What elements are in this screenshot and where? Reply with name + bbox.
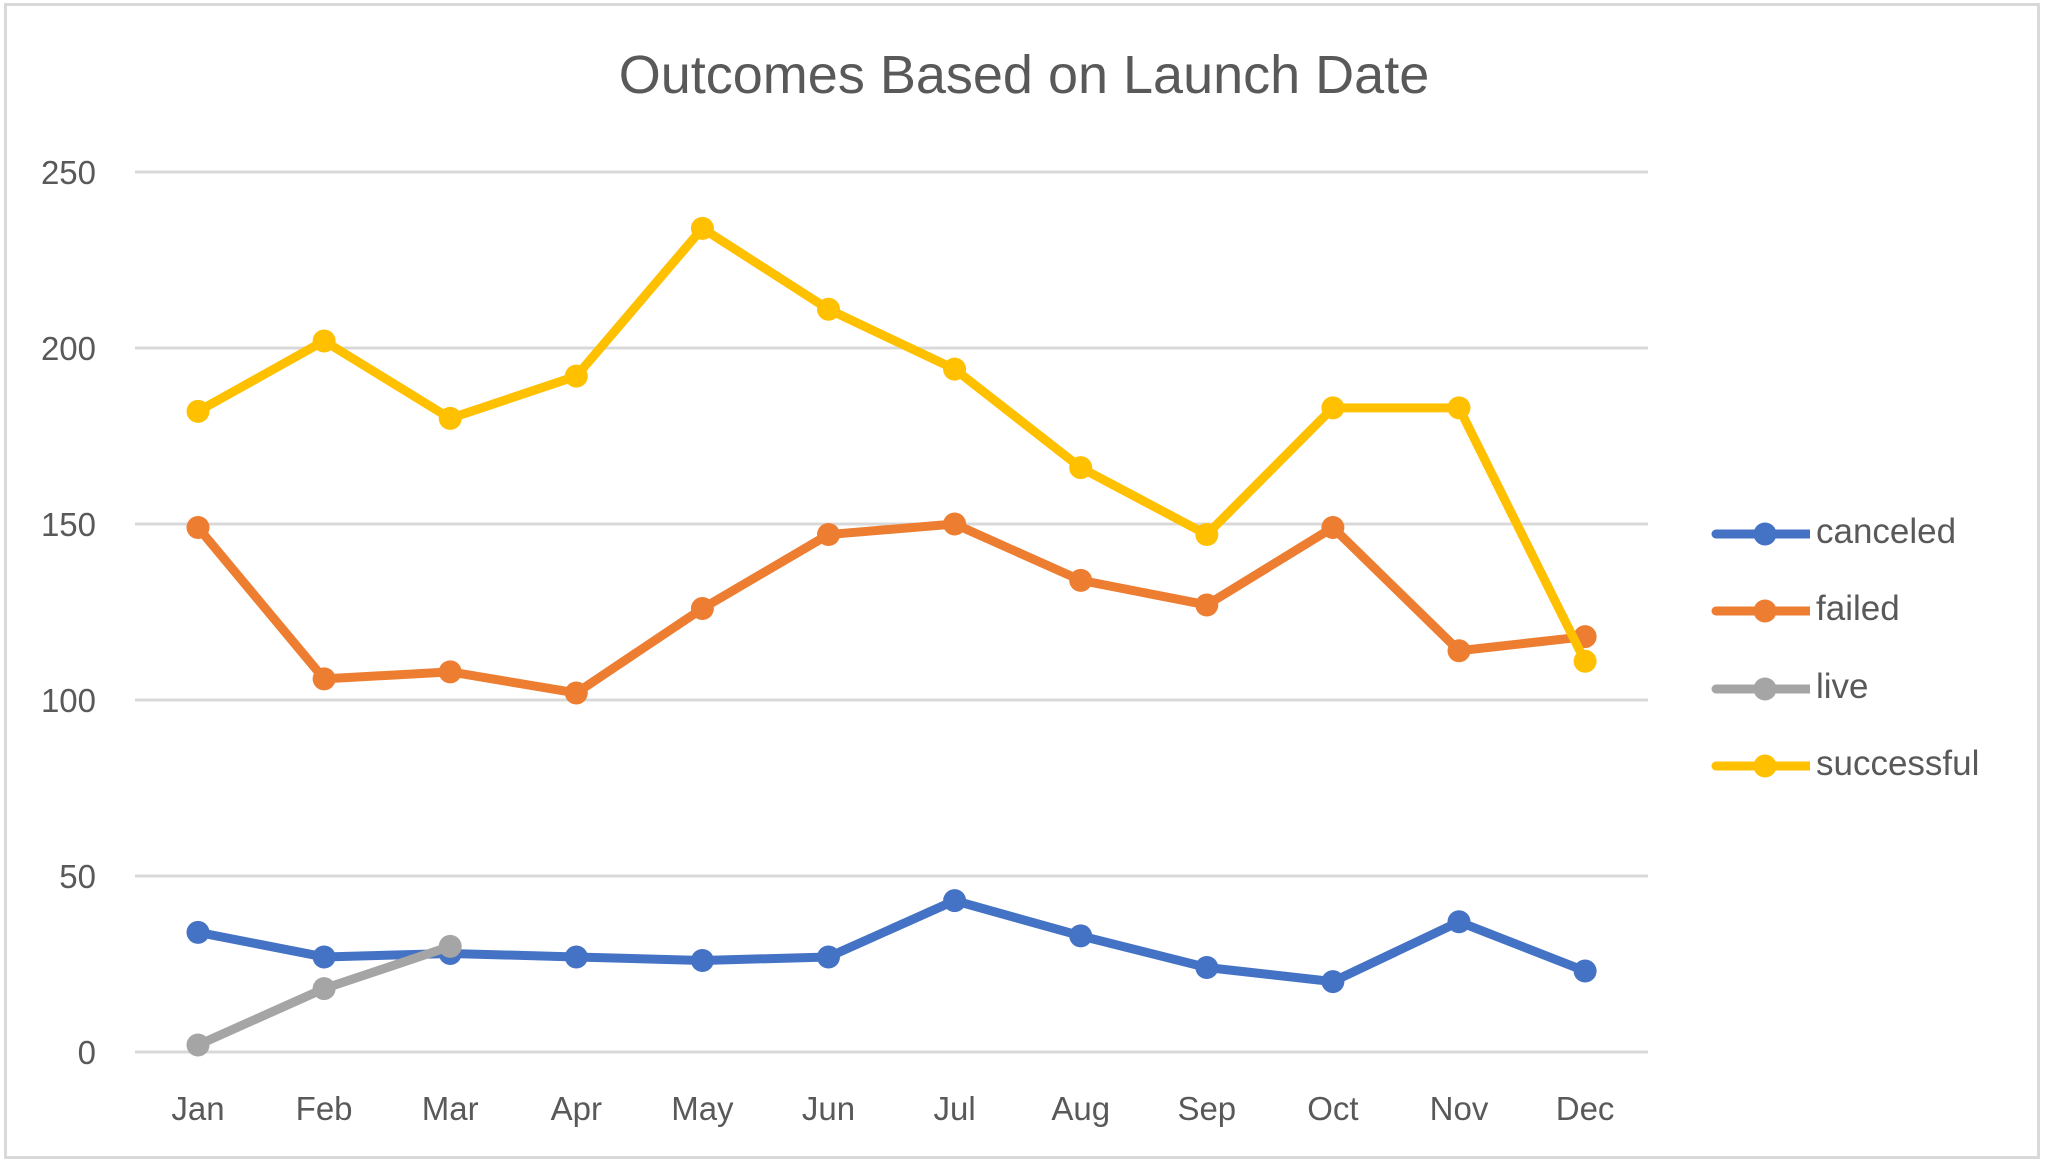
legend-line-marker-icon — [1711, 677, 1810, 701]
y-tick-label: 200 — [41, 330, 96, 367]
data-point-marker[interactable] — [1195, 593, 1219, 617]
x-tick-label: Jun — [802, 1090, 855, 1127]
data-point-marker[interactable] — [438, 660, 462, 684]
data-point-marker[interactable] — [1321, 396, 1345, 420]
x-tick-label: Oct — [1307, 1090, 1358, 1127]
x-axis-tick-labels: Jan Feb Mar Apr May Jun Jul Aug Sep Oct Nov Dec — [171, 1090, 1614, 1127]
legend-item-canceled[interactable]: canceled — [1710, 495, 1979, 573]
y-tick-label: 50 — [59, 858, 96, 895]
data-point-marker[interactable] — [1573, 959, 1597, 983]
legend-label: failed — [1816, 589, 1900, 629]
data-point-marker[interactable] — [1321, 970, 1345, 994]
legend-line-marker-icon — [1711, 599, 1810, 623]
data-point-marker[interactable] — [690, 596, 714, 620]
data-point-marker[interactable] — [564, 681, 588, 705]
data-point-marker[interactable] — [943, 512, 967, 536]
chart-title: Outcomes Based on Launch Date — [618, 45, 1430, 105]
data-point-marker[interactable] — [690, 948, 714, 972]
data-point-marker[interactable] — [186, 1033, 210, 1057]
data-point-marker[interactable] — [1195, 523, 1219, 547]
data-point-marker[interactable] — [1447, 910, 1471, 934]
series-failed[interactable] — [186, 512, 1597, 705]
x-tick-label: May — [671, 1090, 734, 1127]
chart-area[interactable] — [4, 3, 2040, 1159]
x-tick-label: Jul — [934, 1090, 976, 1127]
data-point-marker[interactable] — [438, 934, 462, 958]
data-point-marker[interactable] — [312, 945, 336, 969]
data-point-marker[interactable] — [1573, 649, 1597, 673]
legend-label: canceled — [1816, 511, 1957, 551]
gridlines — [135, 170, 1648, 1054]
data-point-marker[interactable] — [186, 516, 210, 540]
x-tick-label: Apr — [551, 1090, 602, 1127]
series-line — [193, 223, 1590, 666]
legend-line-marker-icon — [1711, 522, 1810, 546]
data-point-marker[interactable] — [312, 329, 336, 353]
y-tick-label: 250 — [41, 154, 96, 191]
data-point-marker[interactable] — [564, 945, 588, 969]
data-point-marker[interactable] — [943, 357, 967, 381]
x-tick-label: Mar — [422, 1090, 479, 1127]
x-tick-label: Nov — [1430, 1090, 1489, 1127]
data-point-marker[interactable] — [564, 364, 588, 388]
data-point-marker[interactable] — [312, 977, 336, 1001]
legend-label: live — [1816, 666, 1869, 706]
y-tick-label: 100 — [41, 682, 96, 719]
legend[interactable]: canceled failed live successful — [1710, 495, 1979, 805]
data-point-marker[interactable] — [943, 889, 967, 913]
data-point-marker[interactable] — [1447, 639, 1471, 663]
data-point-marker[interactable] — [1321, 516, 1345, 540]
y-axis-tick-labels: 0 50 100 150 200 250 — [41, 154, 96, 1071]
series-line — [193, 519, 1590, 698]
legend-item-failed[interactable]: failed — [1710, 573, 1979, 651]
data-point-marker[interactable] — [186, 399, 210, 423]
series-layer — [186, 216, 1597, 1057]
data-point-marker[interactable] — [817, 523, 840, 547]
data-point-marker[interactable] — [1069, 568, 1093, 592]
data-point-marker[interactable] — [1069, 456, 1093, 480]
y-tick-label: 150 — [41, 506, 96, 543]
x-tick-label: Sep — [1177, 1090, 1236, 1127]
legend-item-live[interactable]: live — [1710, 650, 1979, 728]
data-point-marker[interactable] — [186, 920, 210, 944]
data-point-marker[interactable] — [690, 216, 714, 240]
series-canceled[interactable] — [186, 889, 1597, 994]
data-point-marker[interactable] — [1195, 956, 1219, 980]
y-tick-label: 0 — [78, 1034, 96, 1071]
x-tick-label: Feb — [296, 1090, 353, 1127]
data-point-marker[interactable] — [817, 945, 840, 969]
x-tick-label: Jan — [171, 1090, 224, 1127]
x-tick-label: Aug — [1051, 1090, 1110, 1127]
series-live[interactable] — [186, 934, 462, 1057]
legend-item-successful[interactable]: successful — [1710, 728, 1979, 806]
series-line — [193, 896, 1590, 987]
x-tick-label: Dec — [1556, 1090, 1615, 1127]
data-point-marker[interactable] — [1447, 396, 1471, 420]
data-point-marker[interactable] — [1069, 924, 1093, 948]
data-point-marker[interactable] — [817, 297, 840, 321]
legend-line-marker-icon — [1711, 754, 1810, 778]
data-point-marker[interactable] — [438, 406, 462, 430]
series-successful[interactable] — [186, 216, 1597, 673]
data-point-marker[interactable] — [312, 667, 336, 691]
legend-label: successful — [1816, 744, 1980, 784]
